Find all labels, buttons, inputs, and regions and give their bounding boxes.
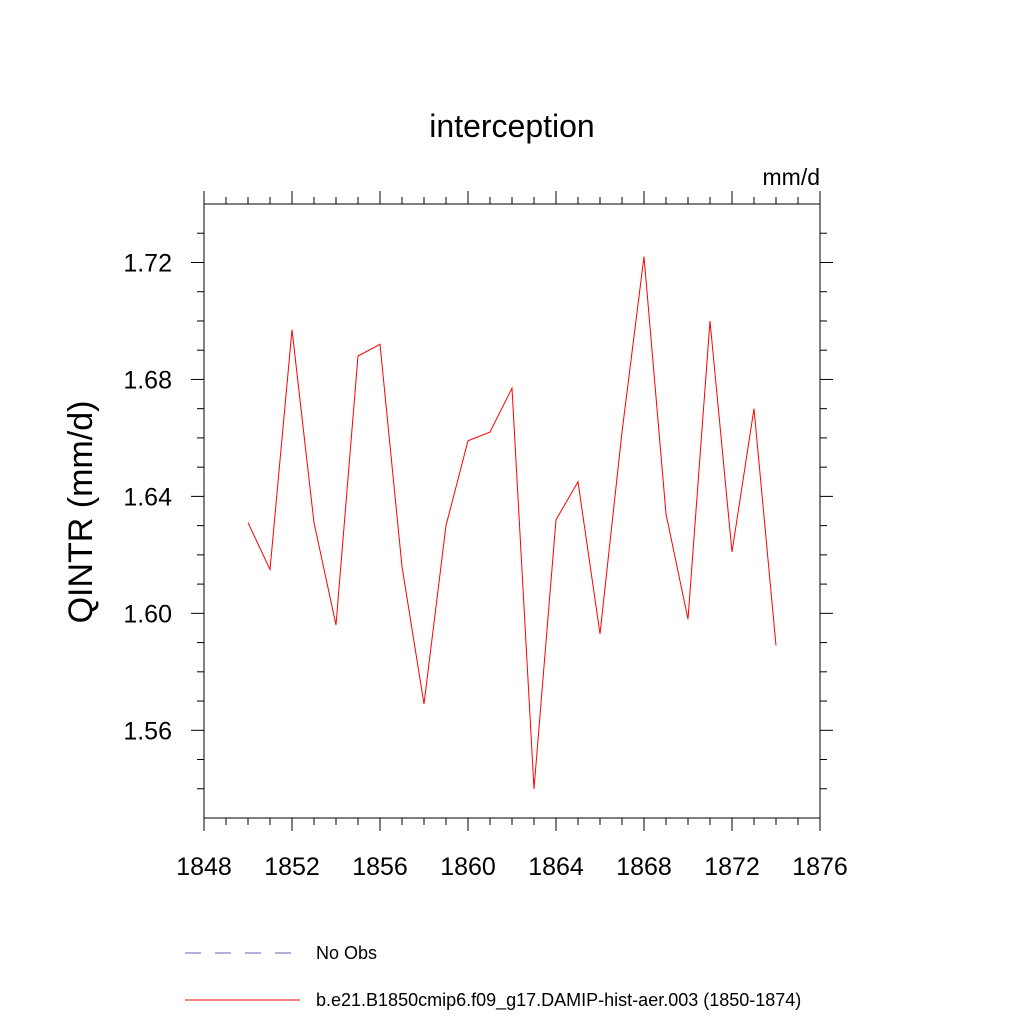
axis-ticks (191, 191, 833, 831)
chart-title: interception (429, 108, 594, 144)
x-tick-labels: 1848 1852 1856 1860 1864 1868 1872 1876 (176, 853, 848, 881)
units-label: mm/d (763, 164, 821, 190)
y-tick-label: 1.68 (123, 366, 172, 394)
x-tick-label: 1864 (528, 853, 584, 881)
x-tick-label: 1852 (264, 853, 320, 881)
legend-label-model: b.e21.B1850cmip6.f09_g17.DAMIP-hist-aer.… (316, 990, 801, 1011)
legend: No Obs b.e21.B1850cmip6.f09_g17.DAMIP-hi… (185, 943, 801, 1011)
x-tick-label: 1860 (440, 853, 496, 881)
series-layer (247, 256, 777, 789)
y-tick-label: 1.64 (123, 483, 172, 511)
x-tick-label: 1872 (704, 853, 760, 881)
series-line (247, 256, 777, 789)
x-tick-label: 1856 (352, 853, 408, 881)
legend-label-no-obs: No Obs (316, 943, 377, 963)
y-tick-labels: 1.56 1.60 1.64 1.68 1.72 (123, 249, 172, 745)
y-axis-label: QINTR (mm/d) (62, 401, 100, 624)
y-tick-label: 1.72 (123, 249, 172, 277)
y-tick-label: 1.60 (123, 600, 172, 628)
x-tick-label: 1868 (616, 853, 672, 881)
x-tick-label: 1876 (792, 853, 848, 881)
x-tick-label: 1848 (176, 853, 232, 881)
y-tick-label: 1.56 (123, 717, 172, 745)
plot-frame (203, 203, 821, 819)
